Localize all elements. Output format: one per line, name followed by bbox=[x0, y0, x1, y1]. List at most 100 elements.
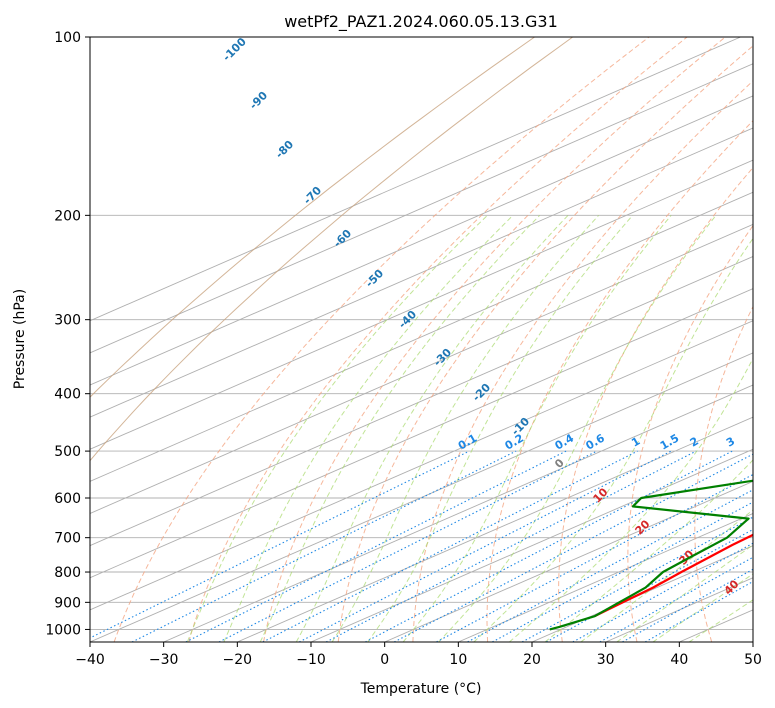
plot-frame bbox=[89, 36, 754, 643]
isotherm-line bbox=[752, 641, 753, 642]
reference-line-label: 20 bbox=[633, 517, 653, 537]
isotherm-line bbox=[310, 448, 753, 642]
isotherm-line bbox=[237, 416, 753, 642]
chart-title: wetPf2_PAZ1.2024.060.05.13.G31 bbox=[284, 12, 558, 32]
isotherm-line bbox=[90, 37, 741, 322]
reference-line-label: 0.4 bbox=[553, 431, 577, 452]
mixing-ratio-line bbox=[325, 450, 697, 642]
dry-adiabat-line bbox=[694, 305, 753, 642]
isotherm-line bbox=[90, 288, 753, 579]
reference-line-label: 3 bbox=[724, 435, 737, 450]
dry-adiabat-solid-line bbox=[90, 37, 535, 398]
dry-adiabat-line bbox=[760, 37, 775, 642]
isotherm-line bbox=[90, 223, 753, 514]
moist-adiabat-line bbox=[616, 544, 753, 642]
isotherm-line bbox=[90, 191, 753, 482]
y-tick-label: 200 bbox=[54, 208, 81, 224]
moist-adiabat-line bbox=[688, 599, 753, 642]
isotherm-line bbox=[90, 352, 753, 642]
reference-line-label: -70 bbox=[301, 184, 324, 207]
dewpoint-profile-line bbox=[549, 479, 753, 631]
dry-adiabat-solid-line bbox=[90, 37, 573, 462]
x-tick-label: −30 bbox=[149, 652, 179, 668]
dry-adiabat-line bbox=[486, 120, 753, 642]
moist-adiabat-line bbox=[509, 357, 753, 642]
x-tick-label: 0 bbox=[380, 652, 389, 668]
x-tick-label: −10 bbox=[296, 652, 326, 668]
reference-line-label: -30 bbox=[431, 346, 454, 369]
x-tick-label: −20 bbox=[223, 652, 253, 668]
y-tick-label: 700 bbox=[54, 531, 81, 547]
moist-adiabat-line bbox=[473, 237, 753, 642]
x-axis-ticks: −40 −30 −20 −10 0 10 20 30 40 50 bbox=[75, 642, 762, 668]
mixing-ratio-line bbox=[298, 450, 672, 642]
dry-adiabat-line bbox=[188, 37, 688, 642]
moist-adiabat-line bbox=[652, 573, 753, 642]
mixing-ratio-line bbox=[365, 450, 733, 642]
x-tick-label: 30 bbox=[597, 652, 615, 668]
dry-adiabats bbox=[90, 37, 775, 642]
isotherm-line bbox=[163, 384, 753, 642]
moist-adiabat-line bbox=[331, 214, 600, 642]
mixing-ratio-line bbox=[599, 556, 753, 642]
isotherm-line bbox=[90, 63, 753, 354]
isotherm-line bbox=[90, 255, 753, 547]
moist-adiabat-line bbox=[544, 459, 753, 642]
mixing-ratio-line bbox=[644, 580, 753, 642]
reference-line-label: -40 bbox=[396, 308, 419, 331]
moist-adiabat-line bbox=[259, 214, 541, 642]
moist-adiabat-line bbox=[367, 214, 634, 642]
y-tick-label: 500 bbox=[54, 444, 81, 460]
reference-line-label: 40 bbox=[722, 577, 742, 597]
isotherm-grid bbox=[90, 37, 753, 642]
isotherm-line bbox=[384, 480, 753, 642]
y-tick-label: 600 bbox=[54, 491, 81, 507]
y-tick-label: 400 bbox=[54, 387, 81, 403]
y-axis-title: Pressure (hPa) bbox=[12, 289, 28, 389]
moist-adiabat-line bbox=[402, 214, 672, 642]
reference-line-label: 1.5 bbox=[658, 432, 681, 453]
reference-line-label: 4 bbox=[751, 434, 764, 449]
y-tick-label: 1000 bbox=[45, 622, 81, 638]
isotherm-line bbox=[679, 609, 753, 642]
isotherm-line bbox=[90, 127, 753, 418]
moist-adiabat-line bbox=[438, 214, 717, 642]
x-tick-label: −40 bbox=[75, 652, 105, 668]
y-axis-ticks: 100 200 300 400 500 600 700 800 900 1000 bbox=[45, 30, 90, 638]
isotherm-line bbox=[90, 95, 753, 386]
mixing-ratio-line bbox=[521, 516, 753, 642]
reference-line-label: -20 bbox=[470, 381, 493, 404]
moist-adiabat-line bbox=[295, 214, 569, 642]
isotherm-line bbox=[90, 159, 753, 450]
mixing-ratio-lines bbox=[90, 450, 753, 642]
isobar-grid bbox=[90, 37, 753, 630]
mixing-ratio-line bbox=[185, 450, 567, 642]
x-tick-label: 10 bbox=[449, 652, 467, 668]
mixing-ratio-line bbox=[393, 453, 753, 642]
moist-adiabat-line bbox=[223, 214, 514, 642]
mixing-ratio-line bbox=[622, 568, 753, 642]
y-tick-label: 100 bbox=[54, 30, 81, 46]
dry-adiabat-line bbox=[113, 37, 650, 642]
isotherm-line bbox=[458, 512, 753, 642]
reference-line-label: 0 bbox=[552, 456, 567, 471]
reference-line-label: -90 bbox=[247, 89, 270, 112]
x-tick-label: 50 bbox=[744, 652, 762, 668]
dry-adiabat-line bbox=[627, 224, 753, 642]
reference-line-label: -100 bbox=[220, 35, 249, 64]
moist-adiabat-line bbox=[186, 214, 488, 642]
reference-line-label: 0.1 bbox=[456, 432, 479, 453]
x-axis-title: Temperature (°C) bbox=[360, 681, 482, 697]
isotherm-line bbox=[90, 320, 753, 611]
mixing-ratio-line bbox=[131, 450, 517, 642]
reference-line-label: -80 bbox=[273, 138, 296, 161]
reference-line-label: -50 bbox=[363, 267, 386, 290]
y-tick-label: 300 bbox=[54, 313, 81, 329]
y-tick-label: 800 bbox=[54, 565, 81, 581]
x-tick-label: 20 bbox=[523, 652, 541, 668]
dry-adiabat-line bbox=[263, 37, 726, 642]
temperature-profile-line bbox=[594, 533, 753, 618]
sounding-profiles bbox=[549, 479, 753, 631]
plot-area: -100-90-80-70-60-50-40-30-20-100.1 0.2 0.4… bbox=[90, 35, 775, 642]
